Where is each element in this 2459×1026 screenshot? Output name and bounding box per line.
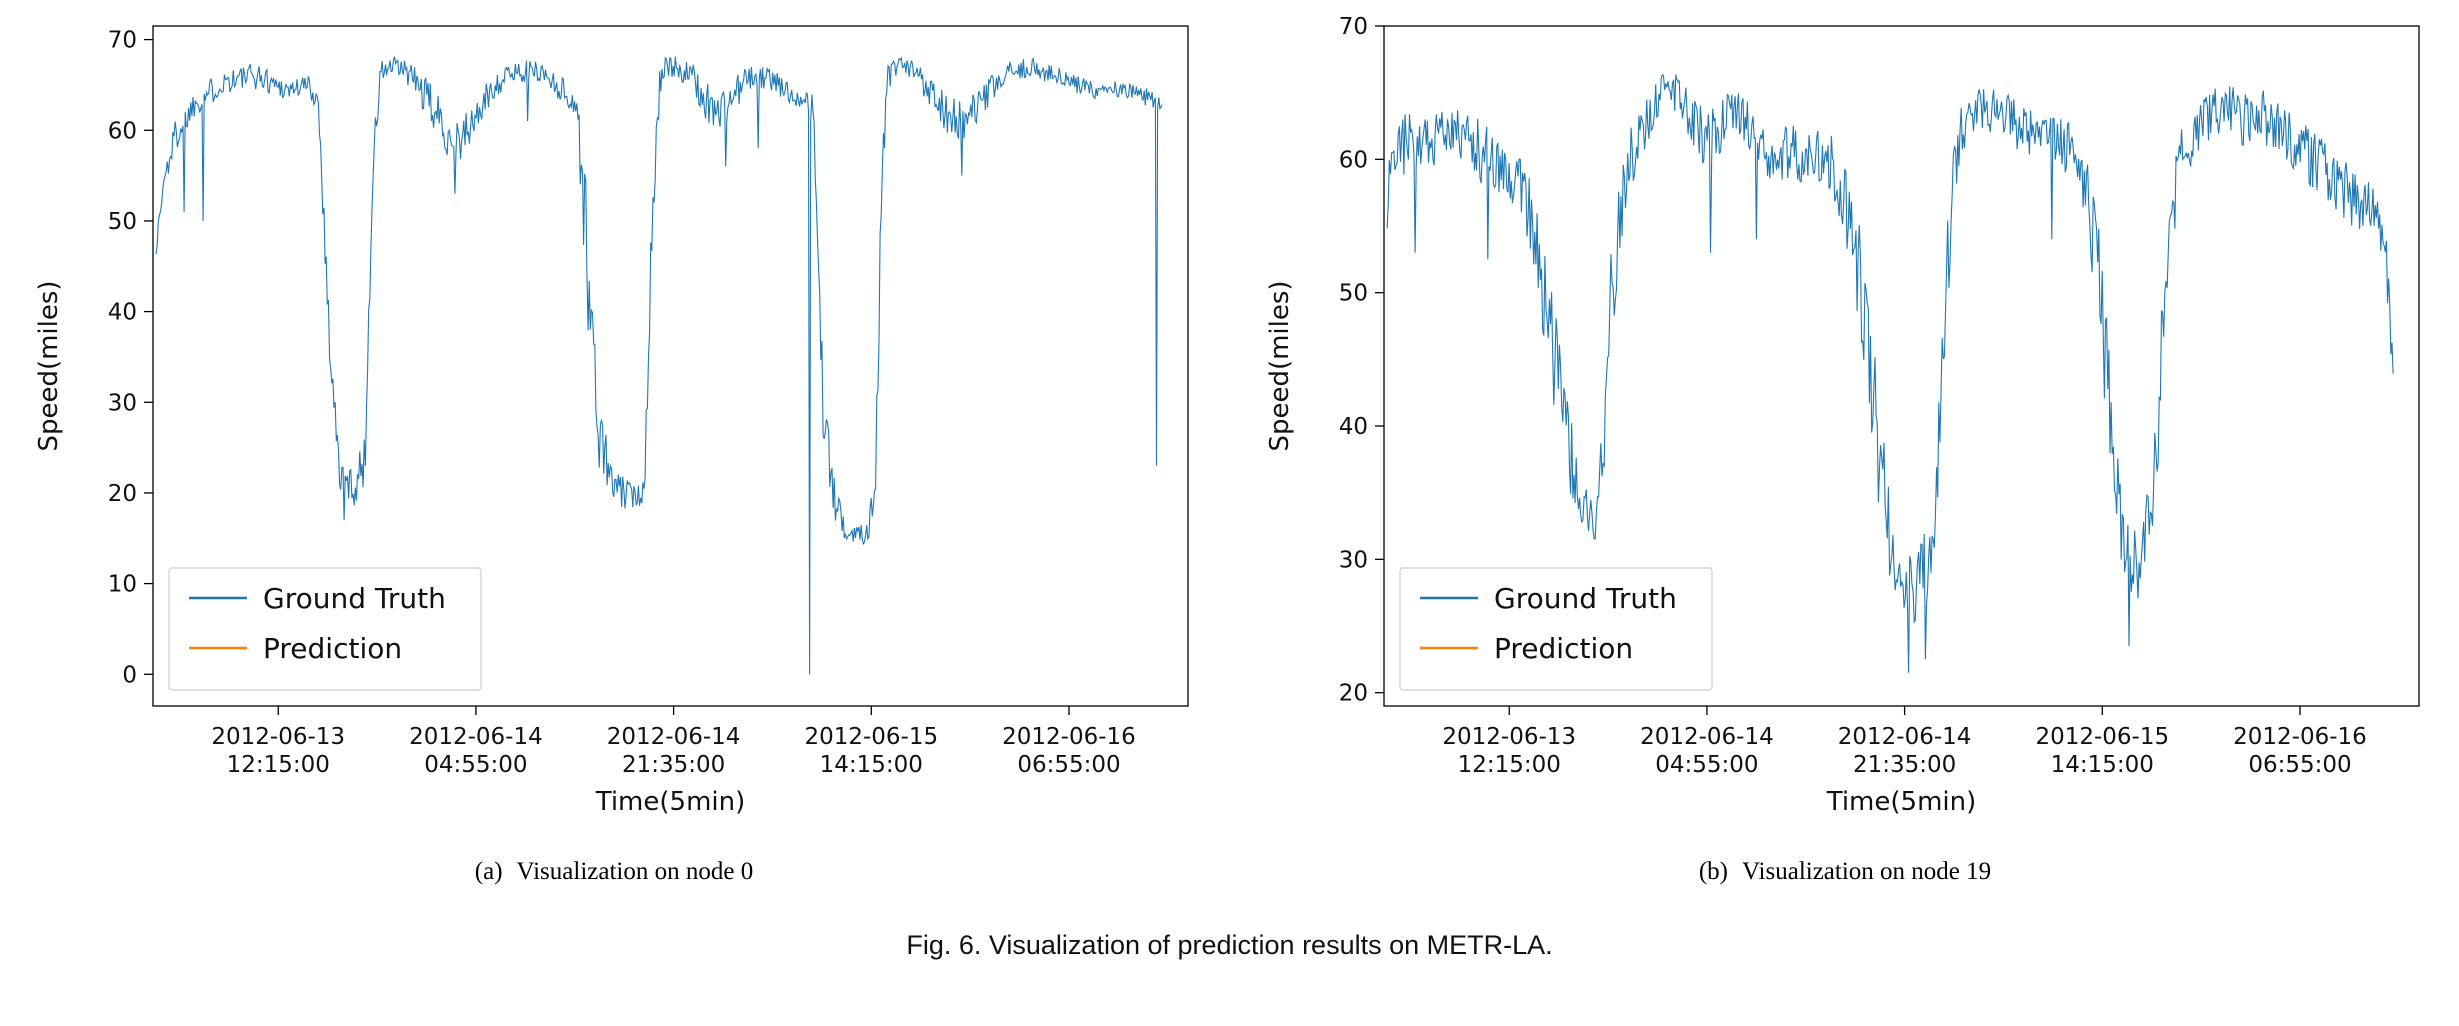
y-tick-label: 20 <box>1338 681 1367 707</box>
legend: Ground Truth Prediction <box>167 567 482 691</box>
x-tick-label-date: 2012-06-16 <box>1002 724 1136 750</box>
subcaption-a-label: (a) <box>474 858 503 885</box>
x-tick-label-time: 21:35:00 <box>621 752 724 778</box>
y-tick-label: 70 <box>107 28 136 54</box>
legend-label: Ground Truth <box>1494 582 1677 615</box>
y-tick-label: 60 <box>1338 147 1367 173</box>
ground-truth-line <box>1386 73 2394 673</box>
legend-label: Ground Truth <box>263 582 446 615</box>
y-tick-label: 20 <box>107 481 136 507</box>
charts-row: 0 10 20 30 40 50 60 70 2012-06-13 12:15:00 2012-06… <box>23 6 2437 886</box>
y-tick-label: 30 <box>1338 547 1367 573</box>
subcaption-a: (a) Visualization on node 0 <box>475 858 753 886</box>
x-tick-label-date: 2012-06-14 <box>1640 724 1774 750</box>
subcaption-b-label: (b) <box>1698 858 1728 885</box>
y-axis-label: Speed(miles) <box>1265 280 1295 451</box>
x-tick-label-date: 2012-06-13 <box>1442 724 1576 750</box>
x-tick-label-date: 2012-06-14 <box>1837 724 1971 750</box>
y-tick-label: 70 <box>1338 14 1367 40</box>
subcaption-a-text: Visualization on node 0 <box>516 858 754 885</box>
plot-frame <box>151 25 1189 707</box>
figure-b: 20 30 40 50 60 70 2012-06-13 12:15:00 2012-06-14… <box>1254 6 2437 886</box>
x-tick-label-time: 14:15:00 <box>819 752 922 778</box>
y-axis-label: Speed(miles) <box>34 280 64 451</box>
y-tick-label: 30 <box>107 390 136 416</box>
y-tick-label: 60 <box>107 118 136 144</box>
y-tick-label: 40 <box>1338 414 1367 440</box>
x-tick-label-date: 2012-06-14 <box>409 724 543 750</box>
x-tick-label-time: 04:55:00 <box>424 752 527 778</box>
y-tick-label: 40 <box>107 300 136 326</box>
x-tick-label-date: 2012-06-14 <box>606 724 740 750</box>
x-tick-label-time: 12:15:00 <box>226 752 329 778</box>
x-tick-label-time: 06:55:00 <box>1017 752 1120 778</box>
figure-caption: Fig. 6. Visualization of prediction resu… <box>906 930 1553 960</box>
subcaption-b: (b) Visualization on node 19 <box>1699 858 1991 886</box>
legend-label: Prediction <box>263 632 402 665</box>
y-tick-label: 50 <box>107 209 136 235</box>
y-tick-label: 10 <box>107 572 136 598</box>
x-axis-label: Time(5min) <box>1825 787 1976 817</box>
figure-a: 0 10 20 30 40 50 60 70 2012-06-13 12:15:00 2012-06… <box>23 6 1206 886</box>
x-tick-label-time: 06:55:00 <box>2248 752 2351 778</box>
x-tick-label-date: 2012-06-15 <box>804 724 938 750</box>
plot-frame <box>1382 25 2420 707</box>
legend-label: Prediction <box>1494 632 1633 665</box>
y-tick-label: 0 <box>122 662 137 688</box>
ground-truth-line <box>155 56 1163 675</box>
x-tick-label-time: 21:35:00 <box>1852 752 1955 778</box>
x-tick-label-time: 12:15:00 <box>1457 752 1560 778</box>
x-tick-label-date: 2012-06-15 <box>2035 724 2169 750</box>
x-tick-label-date: 2012-06-16 <box>2233 724 2367 750</box>
legend: Ground Truth Prediction <box>1398 567 1713 691</box>
x-tick-label-time: 14:15:00 <box>2050 752 2153 778</box>
subcaption-b-text: Visualization on node 19 <box>1742 858 1992 885</box>
y-tick-label: 50 <box>1338 281 1367 307</box>
x-tick-label-time: 04:55:00 <box>1655 752 1758 778</box>
x-axis-label: Time(5min) <box>594 787 745 817</box>
x-tick-label-date: 2012-06-13 <box>211 724 345 750</box>
